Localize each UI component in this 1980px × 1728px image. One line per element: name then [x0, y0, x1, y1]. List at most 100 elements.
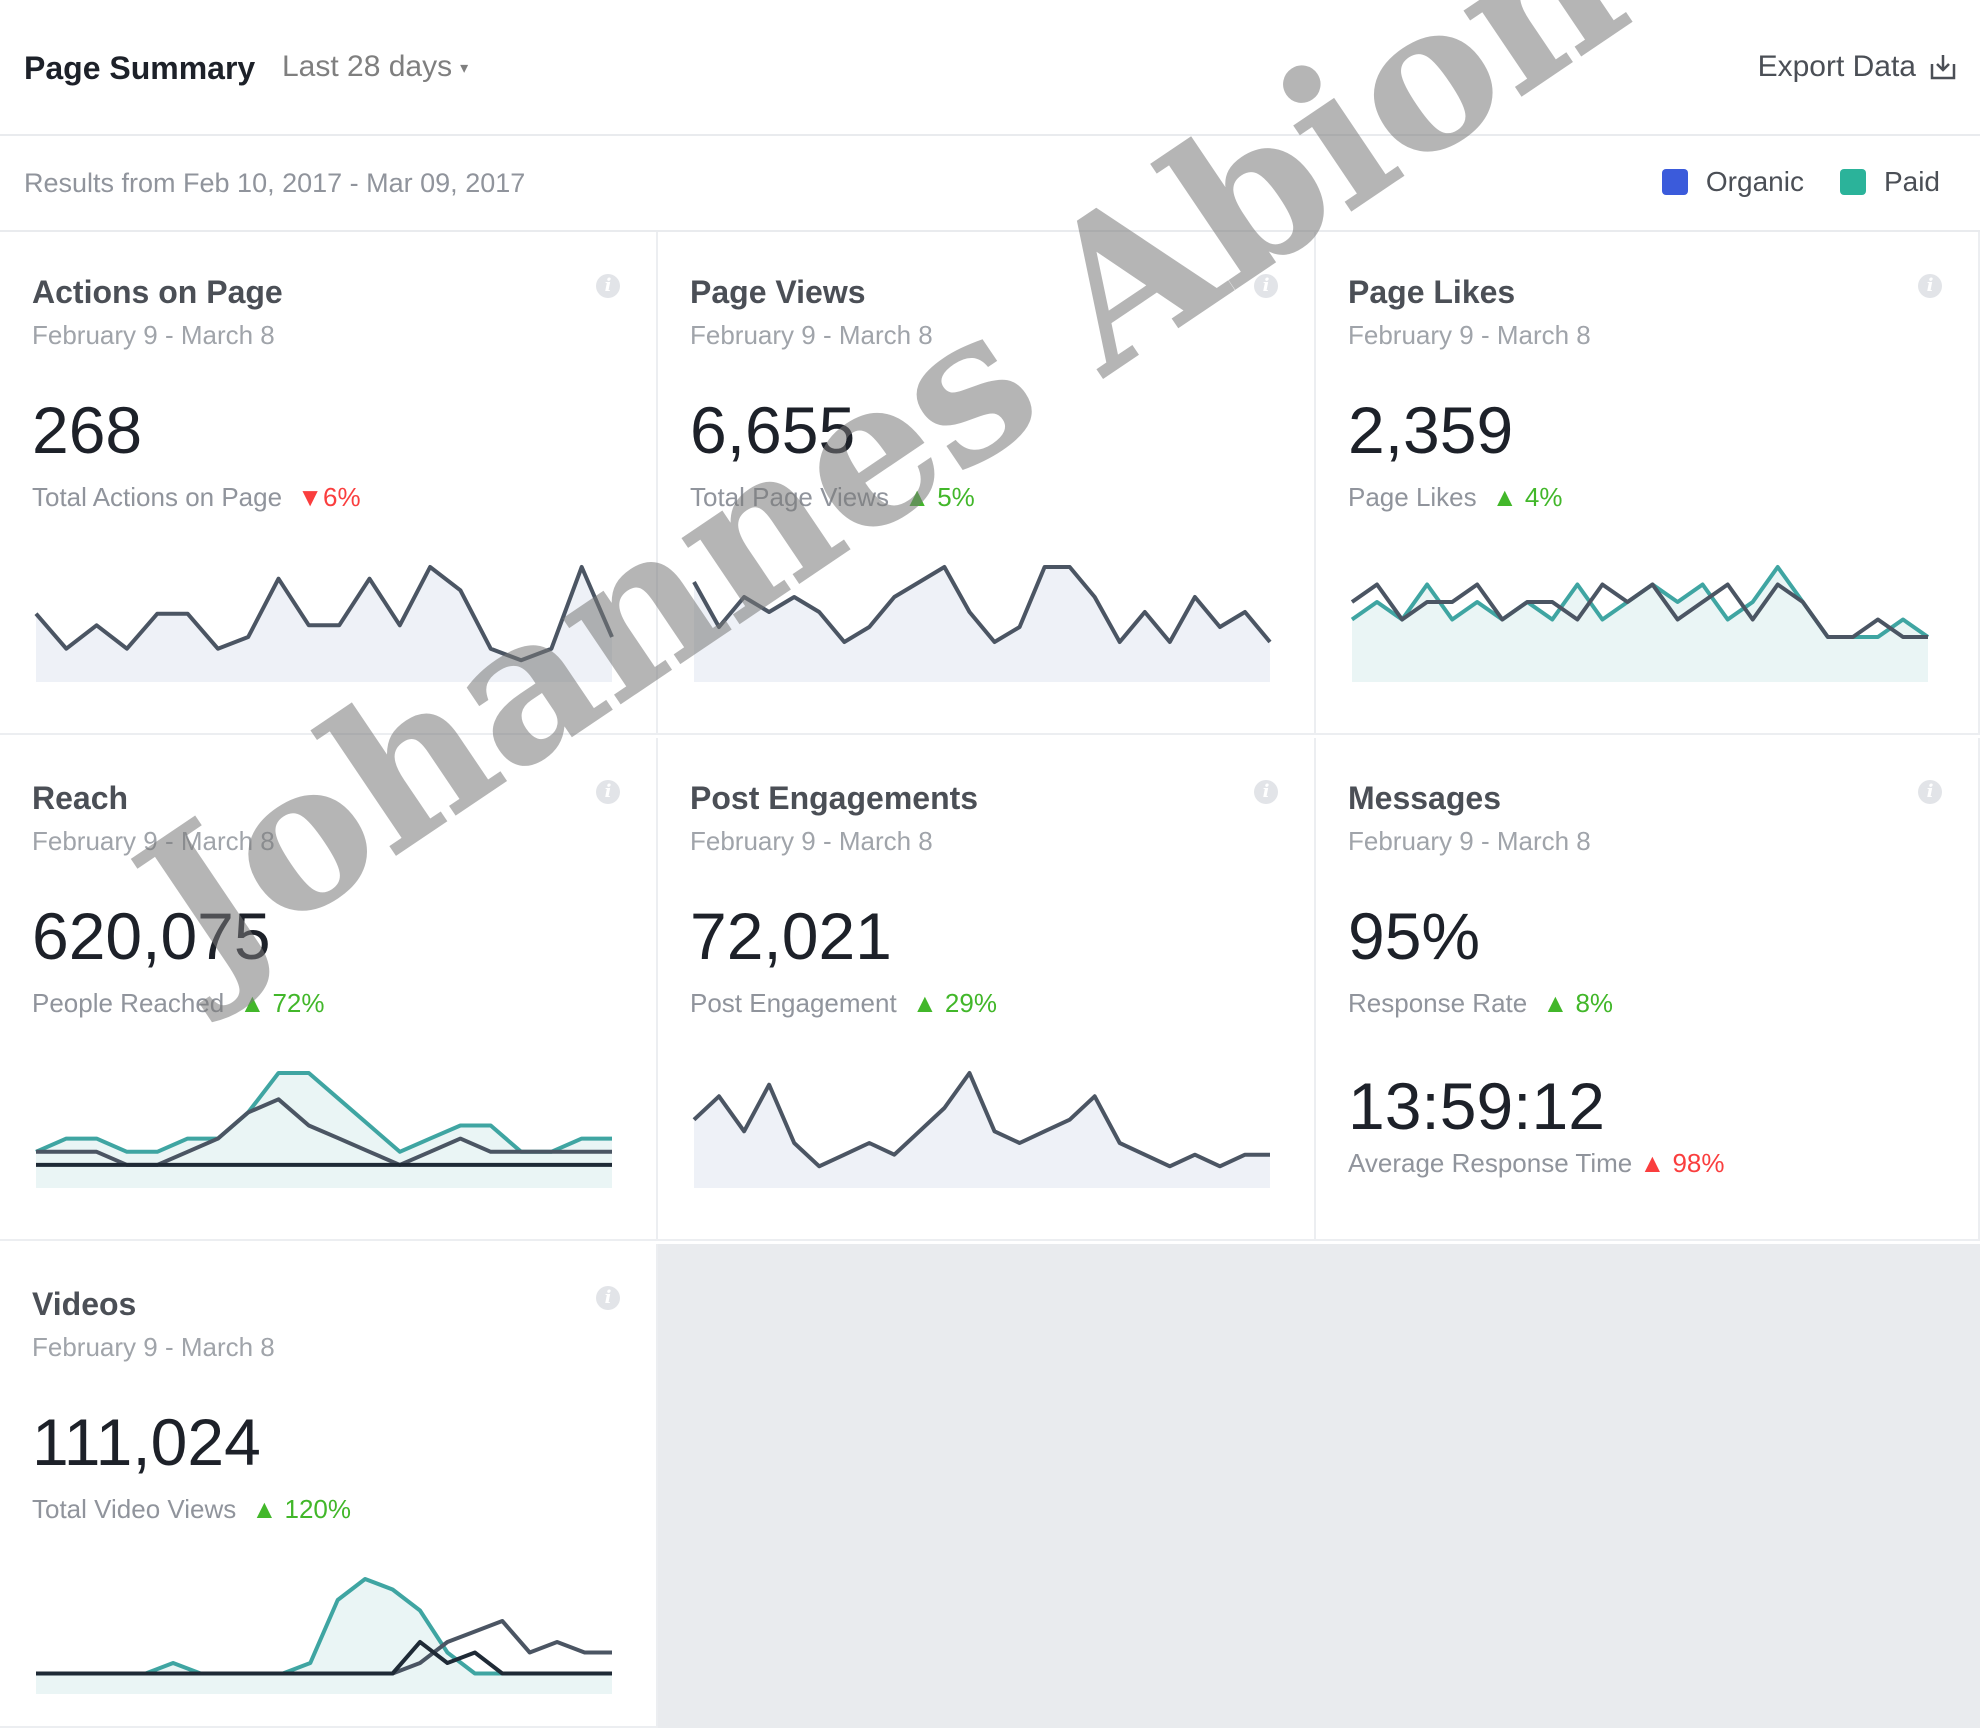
- info-icon[interactable]: i: [1918, 274, 1942, 298]
- triangle-down-icon: ▼: [297, 482, 324, 512]
- card-label: Total Page Views: [690, 482, 889, 512]
- card-actions-on-page[interactable]: Actions on Page February 9 - March 8 i 2…: [0, 232, 658, 735]
- sparkline-videos: [36, 1577, 612, 1694]
- sparkline-series-line: [1350, 582, 1928, 639]
- card-page-likes[interactable]: Page Likes February 9 - March 8 i 2,359 …: [1316, 232, 1980, 735]
- card-title: Page Views: [690, 274, 866, 310]
- change-value: 6%: [323, 482, 361, 512]
- triangle-up-icon: ▲: [1491, 482, 1518, 512]
- card-date: February 9 - March 8: [32, 320, 275, 350]
- card-subtitle: Total Video Views ▲ 120%: [32, 1494, 351, 1525]
- date-range-dropdown[interactable]: Last 28 days ▾: [282, 50, 468, 84]
- date-range-label: Last 28 days: [282, 50, 453, 83]
- triangle-up-icon: ▲: [239, 988, 266, 1018]
- card-value: 6,655: [690, 393, 856, 467]
- export-data-label: Export Data: [1757, 50, 1916, 83]
- card-date: February 9 - March 8: [690, 320, 933, 350]
- change-value: 29%: [944, 988, 997, 1018]
- change-value: 4%: [1524, 482, 1563, 512]
- card-page-views[interactable]: Page Views February 9 - March 8 i 6,655 …: [658, 232, 1316, 735]
- results-range: Results from Feb 10, 2017 - Mar 09, 2017: [24, 168, 526, 198]
- legend: Organic Paid: [1626, 166, 1940, 198]
- info-icon[interactable]: i: [596, 1286, 620, 1310]
- triangle-up-icon: ▲: [911, 988, 938, 1018]
- change-indicator: ▲ 120%: [252, 1494, 351, 1524]
- sparkline-area-fill: [1352, 567, 1928, 682]
- change-indicator: ▲ 72%: [240, 988, 325, 1018]
- sparkline-series-line: [34, 565, 614, 663]
- card-subtitle: Total Actions on Page ▼6%: [32, 482, 361, 513]
- card-subtitle-secondary: Average Response Time ▲ 98%: [1348, 1148, 1725, 1179]
- export-icon: [1930, 55, 1956, 80]
- change-indicator: ▲ 29%: [912, 988, 997, 1018]
- organic-swatch: [1661, 169, 1688, 195]
- info-icon[interactable]: i: [596, 780, 620, 804]
- card-videos[interactable]: Videos February 9 - March 8 i 111,024 To…: [0, 1244, 658, 1728]
- sparkline-post-engagements: [692, 1071, 1270, 1188]
- page-title: Page Summary: [24, 50, 256, 86]
- card-post-engagements[interactable]: Post Engagements February 9 - March 8 i …: [658, 738, 1316, 1241]
- card-value: 2,359: [1348, 393, 1514, 467]
- sparkline-actions: [34, 565, 614, 682]
- card-date: February 9 - March 8: [1348, 826, 1591, 856]
- card-subtitle: Total Page Views ▲ 5%: [690, 482, 975, 513]
- card-label: Page Likes: [1348, 482, 1477, 512]
- legend-paid: Paid: [1839, 166, 1940, 198]
- change-value: 8%: [1575, 988, 1614, 1018]
- card-title: Page Likes: [1348, 274, 1516, 310]
- sparkline-area-fill: [36, 567, 612, 682]
- change-indicator-secondary: ▲ 98%: [1639, 1148, 1724, 1178]
- card-value: 268: [32, 393, 143, 467]
- card-value: 95%: [1348, 899, 1481, 973]
- change-value-secondary: 98%: [1672, 1148, 1725, 1178]
- legend-organic: Organic: [1661, 166, 1804, 198]
- change-indicator: ▼6%: [297, 482, 360, 512]
- sparkline-series-line: [36, 1640, 612, 1676]
- results-bar: Results from Feb 10, 2017 - Mar 09, 2017…: [0, 136, 1980, 232]
- info-icon[interactable]: i: [1918, 780, 1942, 804]
- change-indicator: ▲ 5%: [904, 482, 975, 512]
- card-reach[interactable]: Reach February 9 - March 8 i 620,075 Peo…: [0, 738, 658, 1241]
- card-date: February 9 - March 8: [32, 826, 275, 856]
- card-date: February 9 - March 8: [690, 826, 933, 856]
- change-indicator: ▲ 8%: [1542, 988, 1613, 1018]
- info-icon[interactable]: i: [1254, 780, 1278, 804]
- change-indicator: ▲ 4%: [1492, 482, 1563, 512]
- sparkline-area-fill: [694, 1073, 1270, 1188]
- sparkline-area-fill: [694, 567, 1270, 682]
- card-date: February 9 - March 8: [32, 1332, 275, 1362]
- info-icon[interactable]: i: [596, 274, 620, 298]
- card-value: 72,021: [690, 899, 892, 973]
- card-value-secondary: 13:59:12: [1348, 1069, 1605, 1143]
- card-label-secondary: Average Response Time: [1348, 1148, 1633, 1178]
- card-subtitle: Page Likes ▲ 4%: [1348, 482, 1562, 513]
- card-subtitle: Post Engagement ▲ 29%: [690, 988, 997, 1019]
- card-title: Videos: [32, 1286, 137, 1322]
- card-value: 620,075: [32, 899, 271, 973]
- card-date: February 9 - March 8: [1348, 320, 1591, 350]
- legend-paid-label: Paid: [1883, 166, 1940, 197]
- card-subtitle: People Reached ▲ 72%: [32, 988, 325, 1019]
- empty-panel-area: [658, 1244, 1980, 1728]
- sparkline-reach: [35, 1071, 612, 1188]
- triangle-up-icon: ▲: [1542, 988, 1569, 1018]
- sparkline-series-line: [35, 1071, 612, 1154]
- change-value: 72%: [272, 988, 325, 1018]
- info-icon[interactable]: i: [1254, 274, 1278, 298]
- page-summary-header: Page Summary Last 28 days ▾ Export Data: [0, 0, 1980, 136]
- triangle-up-icon: ▲: [251, 1494, 278, 1524]
- caret-down-icon: ▾: [460, 60, 469, 78]
- card-subtitle: Response Rate ▲ 8%: [1348, 988, 1613, 1019]
- card-label: Total Actions on Page: [32, 482, 283, 512]
- sparkline-page-views: [692, 565, 1272, 682]
- export-data-button[interactable]: Export Data: [1758, 50, 1958, 84]
- card-label: Total Video Views: [32, 1494, 237, 1524]
- card-messages[interactable]: Messages February 9 - March 8 i 95% Resp…: [1316, 738, 1980, 1241]
- card-title: Post Engagements: [690, 780, 979, 816]
- card-title: Reach: [32, 780, 129, 816]
- sparkline-series-line: [692, 1071, 1270, 1169]
- card-label: Response Rate: [1348, 988, 1528, 1018]
- card-title: Messages: [1348, 780, 1501, 816]
- card-value: 111,024: [32, 1405, 261, 1479]
- triangle-up-icon: ▲: [904, 482, 930, 512]
